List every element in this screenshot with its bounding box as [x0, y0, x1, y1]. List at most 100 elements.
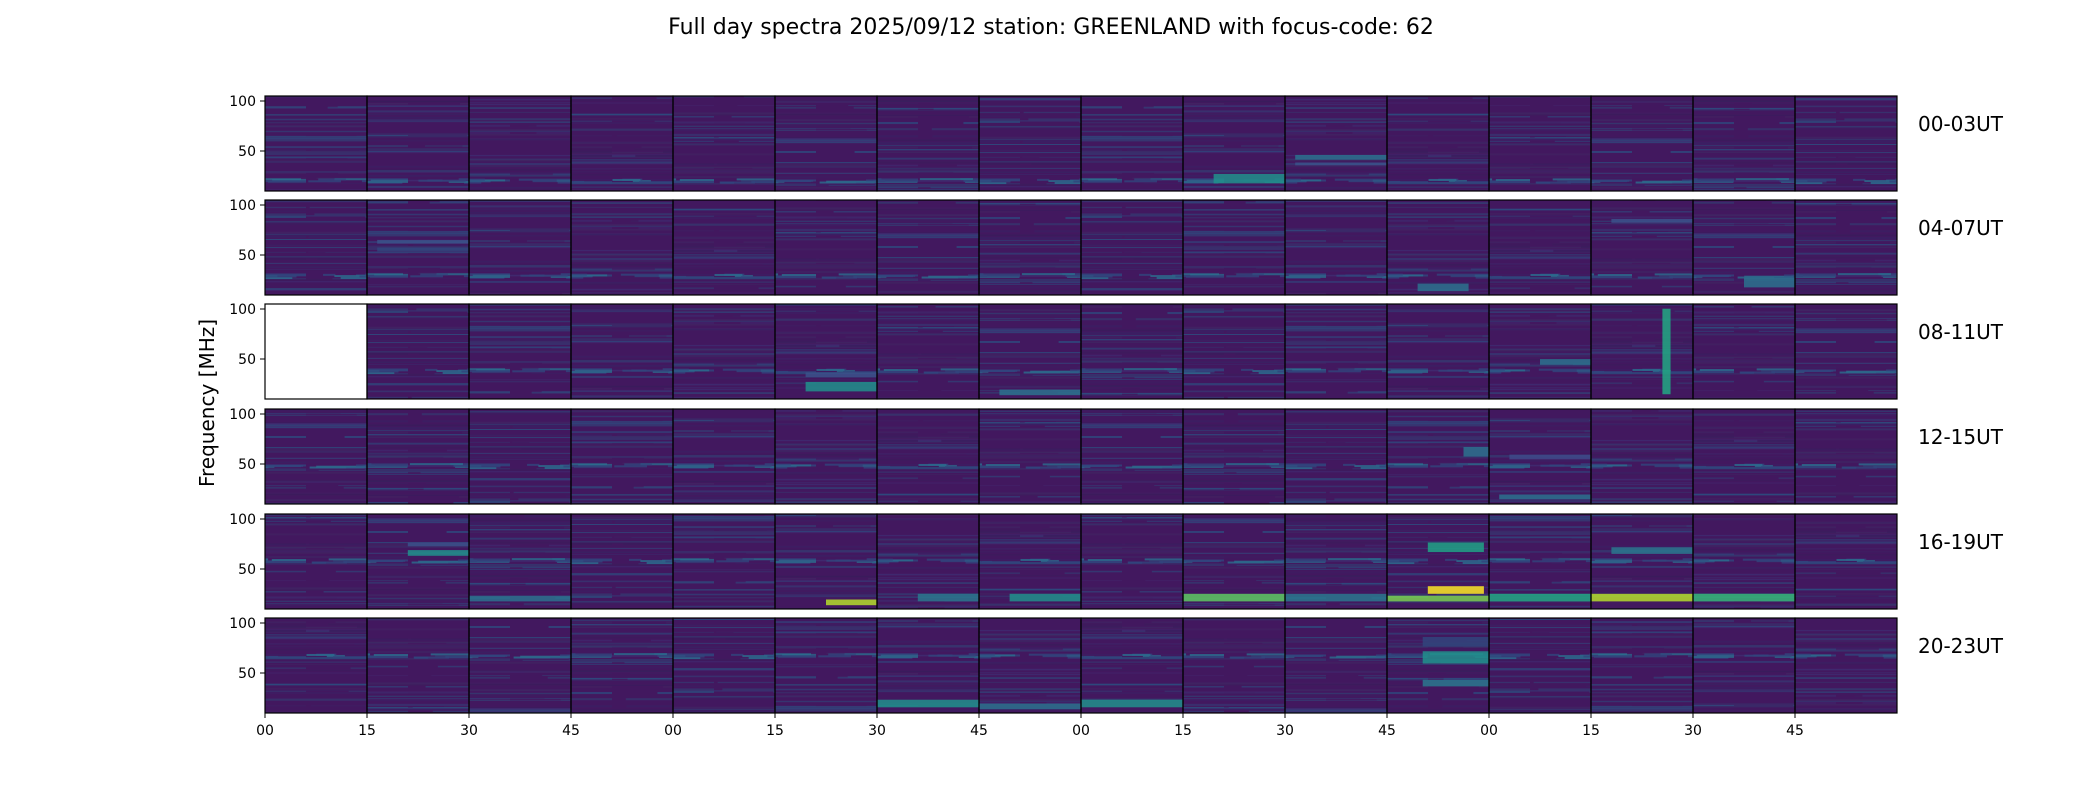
spectrum-panel — [877, 200, 979, 295]
spectral-feature — [999, 389, 1081, 396]
spectrum-panel — [469, 409, 571, 504]
spectral-feature — [1387, 595, 1489, 602]
panel-frame — [1794, 95, 1898, 192]
x-tick-label: 00 — [1072, 723, 1090, 739]
panel-frame — [1794, 513, 1898, 610]
spectral-feature — [1427, 586, 1484, 594]
spectrum-panel — [1591, 409, 1693, 504]
spectrum-panel — [1489, 514, 1591, 609]
y-tick-label: 50 — [238, 562, 256, 578]
spectrum-panel — [1081, 200, 1183, 295]
spectrum-panel — [775, 96, 877, 191]
spectral-feature — [877, 699, 979, 708]
spectrum-panel — [1489, 618, 1591, 713]
row-time-label: 08-11UT — [1918, 320, 2004, 344]
spectral-feature — [917, 593, 979, 602]
spectrum-panel — [571, 304, 673, 399]
x-tick-label: 45 — [1378, 723, 1396, 739]
spectrum-panel — [775, 200, 877, 295]
spectrum-panel — [1183, 618, 1285, 713]
spectrum-panel — [673, 618, 775, 713]
spectrum-panel — [1591, 304, 1693, 399]
spectrum-panel — [1693, 409, 1795, 504]
spectra-row: 100 50 20-23UT — [229, 616, 2004, 714]
spectrum-panel — [1387, 618, 1489, 713]
spectrum-panel — [1795, 618, 1897, 713]
spectral-feature — [1611, 219, 1693, 223]
x-tick-label: 30 — [868, 723, 886, 739]
spectrum-panel — [367, 618, 469, 713]
spectra-row: 100 50 04-07UT — [229, 198, 2004, 296]
spectrum-panel — [1591, 200, 1693, 295]
y-tick-label: 50 — [238, 248, 256, 264]
row-time-label: 00-03UT — [1918, 112, 2004, 136]
spectrum-panel — [1693, 514, 1795, 609]
spectrum-panel — [1081, 514, 1183, 609]
x-tick-label: 15 — [766, 723, 784, 739]
spectrum-panel — [877, 304, 979, 399]
spectrum-panel — [265, 200, 367, 295]
spectral-feature — [1009, 593, 1081, 602]
spectrum-panel — [1285, 618, 1387, 713]
spectrum-panel — [367, 409, 469, 504]
spectrum-panel — [1285, 200, 1387, 295]
spectral-feature — [1427, 542, 1484, 552]
spectral-feature — [377, 239, 469, 244]
spectrum-panel — [775, 409, 877, 504]
spectrum-panel — [1081, 96, 1183, 191]
y-tick-label: 50 — [238, 352, 256, 368]
spectrum-panel — [1183, 200, 1285, 295]
spectrum-panel — [673, 304, 775, 399]
y-tick-label: 100 — [229, 302, 256, 318]
spectral-feature — [1693, 593, 1795, 602]
spectrum-panel — [979, 618, 1081, 713]
spectrum-panel — [1693, 618, 1795, 713]
spectral-feature — [1422, 651, 1489, 664]
panel-frame — [1794, 617, 1898, 714]
spectral-feature — [1422, 637, 1489, 647]
x-axis-ticks: 00 15 30 45 00 15 30 45 00 15 30 45 00 15 30 45 — [256, 713, 1804, 739]
spectrum-panel — [979, 96, 1081, 191]
spectral-feature — [979, 703, 1081, 710]
spectrum-panel — [571, 514, 673, 609]
spectra-row: 100 50 00-03UT — [229, 94, 2004, 192]
panel-frame — [1794, 199, 1898, 296]
spectrum-panel — [877, 514, 979, 609]
spectral-feature — [1081, 699, 1183, 708]
spectra-row: 100 50 16-19UT — [229, 512, 2004, 610]
panel-frame — [1794, 303, 1898, 400]
spectrum-panel — [1387, 200, 1489, 295]
spectral-feature — [1509, 454, 1591, 460]
spectrum-panel — [1387, 96, 1489, 191]
spectrum-panel — [979, 409, 1081, 504]
spectrum-panel — [1285, 96, 1387, 191]
spectral-feature — [1422, 679, 1489, 687]
y-tick-label: 100 — [229, 512, 256, 528]
spectral-feature — [1463, 447, 1489, 457]
x-tick-label: 45 — [970, 723, 988, 739]
spectral-feature — [1213, 173, 1285, 184]
spectrum-panel — [367, 304, 469, 399]
x-tick-label: 45 — [1786, 723, 1804, 739]
spectrum-panel — [1693, 304, 1795, 399]
spectrum-panel — [571, 96, 673, 191]
spectrum-panel — [1489, 96, 1591, 191]
spectrum-panel — [1081, 304, 1183, 399]
spectral-feature — [1744, 277, 1795, 288]
row-time-label: 04-07UT — [1918, 216, 2004, 240]
spectrum-panel — [571, 409, 673, 504]
spectrum-panel — [571, 618, 673, 713]
spectrum-panel — [265, 96, 367, 191]
spectrum-panel — [265, 514, 367, 609]
spectrum-panel — [1795, 409, 1897, 504]
spectrum-panel — [1387, 514, 1489, 609]
spectral-feature — [1591, 593, 1693, 602]
spectrum-panel — [1591, 96, 1693, 191]
y-tick-label: 50 — [238, 144, 256, 160]
spectral-feature — [377, 247, 469, 252]
spectrum-panel — [1183, 304, 1285, 399]
spectrum-panel — [1693, 96, 1795, 191]
panel-frame — [1794, 408, 1898, 505]
spectrum-panel — [979, 200, 1081, 295]
spectrum-panel — [1489, 200, 1591, 295]
